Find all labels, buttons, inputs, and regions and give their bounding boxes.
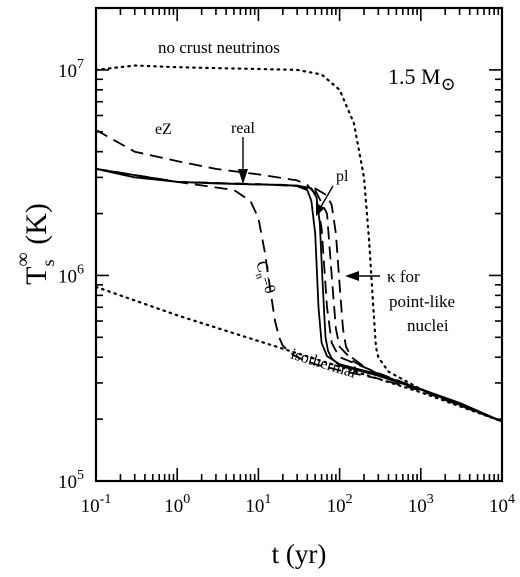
mass-label: 1.5 M⊙ <box>388 64 456 94</box>
series-line-7 <box>94 64 504 423</box>
arrow-pl-head <box>316 203 325 216</box>
annotation-label: eZ <box>155 121 172 138</box>
annotation-cn-label: Cn=0 <box>249 259 278 297</box>
x-tick-label: 102 <box>327 492 353 517</box>
y-tick-label: 107 <box>58 57 84 82</box>
x-tick-label: 101 <box>245 492 271 517</box>
y-tick-label: 105 <box>58 468 84 493</box>
arrow-real-head <box>238 169 248 184</box>
arrow-kappa-head <box>345 271 359 281</box>
series-line-2 <box>95 168 503 423</box>
series-line-4 <box>95 168 503 423</box>
series-line-3 <box>95 129 503 423</box>
plot-frame-rect <box>94 6 504 483</box>
x-tick-label: 104 <box>489 492 515 517</box>
x-tick-label: 103 <box>408 492 434 517</box>
series-line-8 <box>94 285 504 423</box>
data-series <box>94 64 504 423</box>
annotation-label: point-like <box>389 292 455 311</box>
axis-ticks: 10-1 100 101 102 103 104 105 106 107 <box>58 7 515 517</box>
x-axis-label: t (yr) <box>272 539 327 569</box>
annotation-label: κ for <box>387 267 420 286</box>
annotation-label: nuclei <box>407 316 449 335</box>
y-tick-label: 106 <box>58 262 84 287</box>
axis-labels: t (yr) Ts∞ (K) <box>12 203 326 569</box>
y-axis-label: Ts∞ (K) <box>12 203 58 285</box>
x-tick-label: 100 <box>164 492 190 517</box>
annotation-label: pl <box>336 168 349 185</box>
x-tick-label: 10-1 <box>81 492 112 517</box>
plot-frame <box>94 6 504 483</box>
annotation-label: no crust neutrinos <box>158 38 280 57</box>
annotation-label: real <box>231 120 256 137</box>
series-line-6 <box>95 168 503 423</box>
